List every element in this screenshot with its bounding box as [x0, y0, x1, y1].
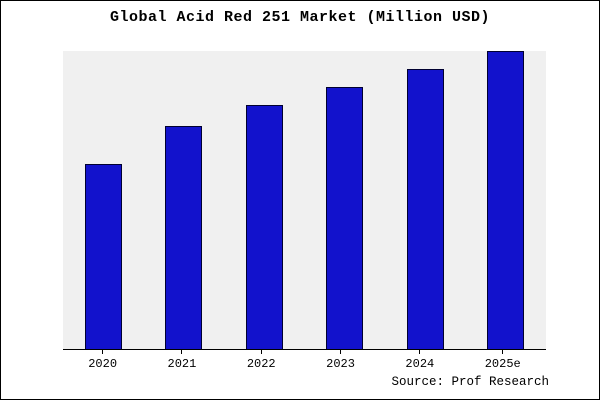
x-tick-label: 2023: [326, 357, 355, 371]
bar-2022: [245, 104, 283, 349]
chart-title: Global Acid Red 251 Market (Million USD): [109, 9, 491, 26]
bar-2024: [406, 68, 444, 349]
x-tick-mark: [181, 350, 183, 354]
bar-2023: [326, 86, 364, 349]
x-category-2020: 2020: [88, 350, 117, 371]
x-tick-mark: [340, 350, 342, 354]
x-tick-label: 2024: [405, 357, 435, 371]
x-category-2022: 2022: [247, 350, 276, 371]
plot-area: [63, 51, 546, 350]
x-tick-mark: [102, 350, 104, 354]
x-tick-label: 2025e: [484, 357, 521, 371]
x-tick-mark: [260, 350, 262, 354]
x-category-2025e: 2025e: [485, 350, 521, 371]
x-category-2024: 2024: [405, 350, 434, 371]
x-tick-label: 2022: [246, 357, 276, 371]
bar-2025e: [487, 51, 525, 349]
bar-series: [63, 51, 546, 349]
bar-2021: [165, 125, 203, 349]
source-text: Source: Prof Research: [391, 375, 549, 389]
bar-2020: [84, 164, 122, 349]
x-category-2021: 2021: [167, 350, 197, 371]
x-category-2023: 2023: [326, 350, 355, 371]
x-tick-mark: [419, 350, 421, 354]
x-tick-label: 2021: [167, 357, 197, 371]
x-tick-label: 2020: [88, 357, 118, 371]
x-tick-mark: [502, 350, 504, 354]
x-axis-labels: 2020 2021 2022 2023 2024 2025e: [63, 350, 546, 371]
